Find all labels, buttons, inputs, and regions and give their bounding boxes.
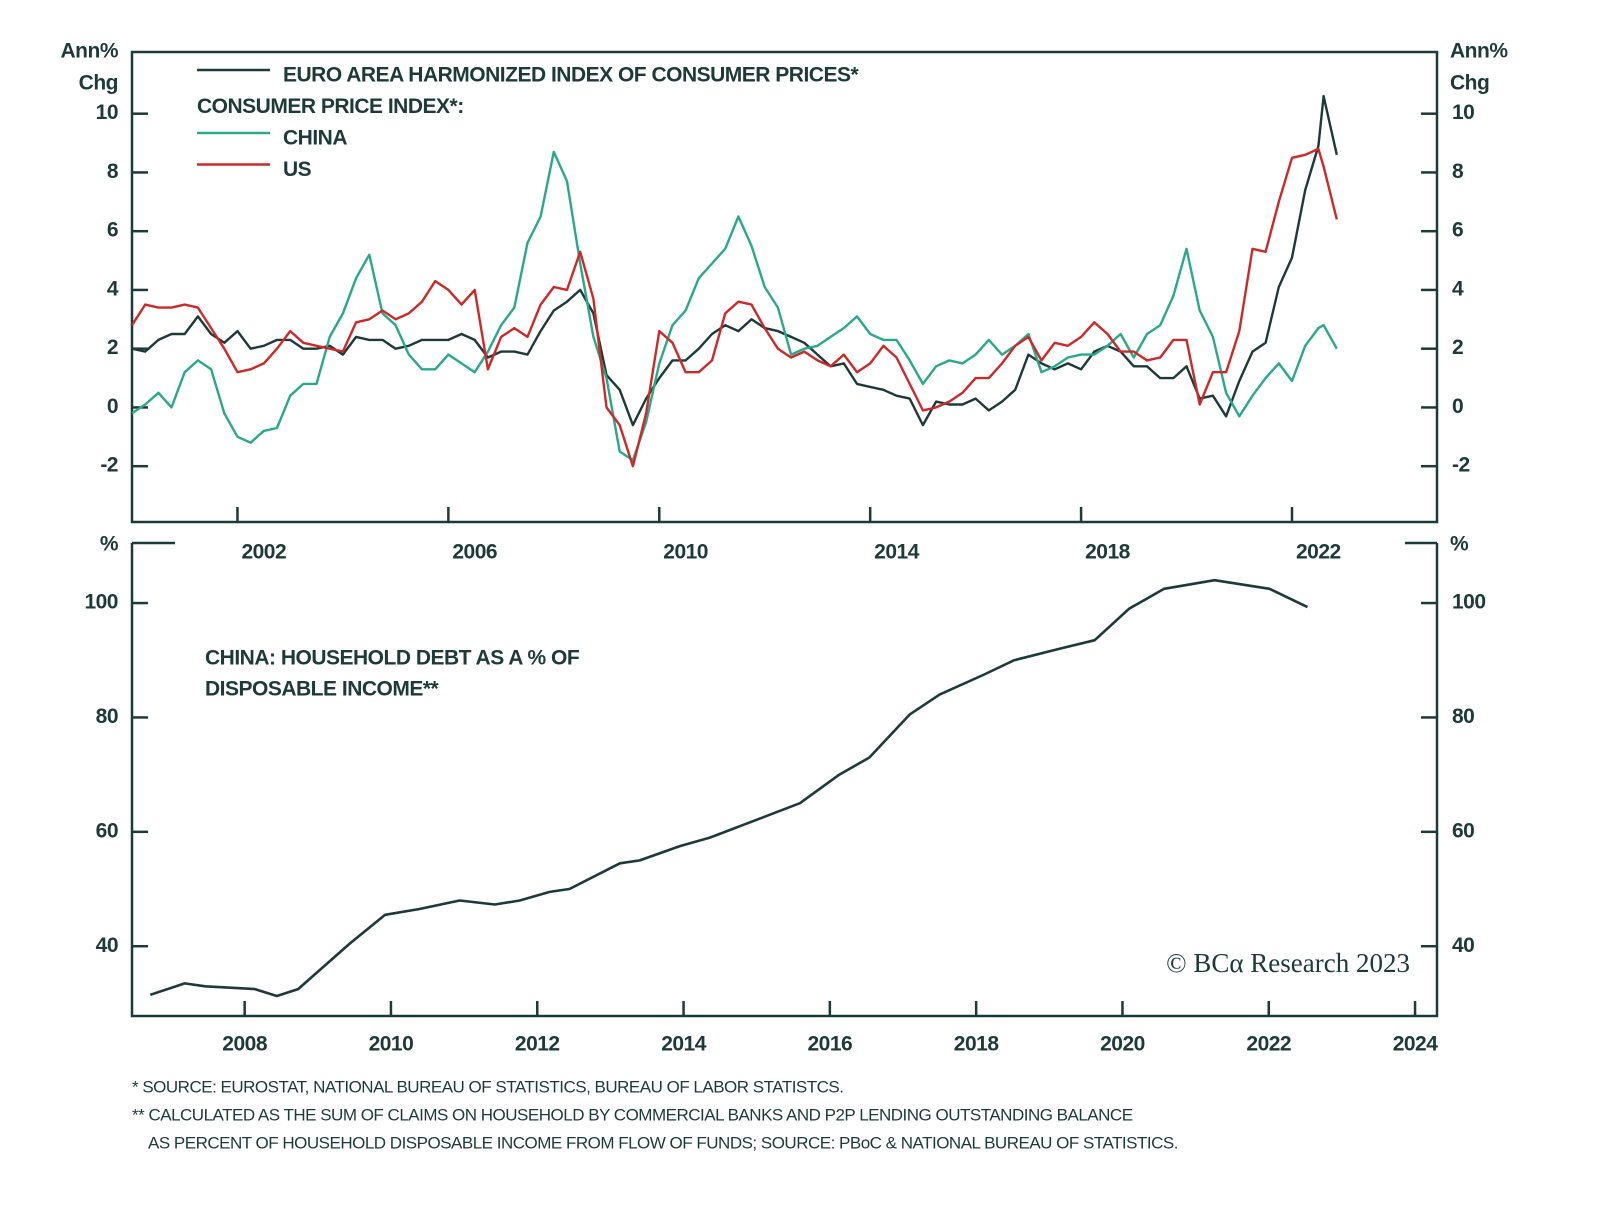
x-tick-label: 2014 xyxy=(874,541,920,564)
y-tick-label: 4 xyxy=(107,277,119,300)
x-tick-label: 2020 xyxy=(1100,1033,1145,1056)
y-tick-label: 8 xyxy=(1452,160,1464,183)
y-tick-label: 40 xyxy=(1452,934,1474,957)
x-tick-label: 2010 xyxy=(663,541,708,564)
credit: © BCα Research 2023 xyxy=(1166,948,1410,978)
footnote: ** CALCULATED AS THE SUM OF CLAIMS ON HO… xyxy=(132,1105,1133,1124)
footnote: * SOURCE: EUROSTAT, NATIONAL BUREAU OF S… xyxy=(132,1077,843,1096)
x-tick-label: 2018 xyxy=(1085,541,1131,564)
x-tick-label: 2016 xyxy=(807,1033,852,1056)
y-tick-label: 0 xyxy=(107,395,118,418)
x-tick-label: 2006 xyxy=(452,541,497,564)
y-tick-label: 40 xyxy=(96,934,118,957)
y-axis-label: Ann% xyxy=(61,40,119,63)
x-tick-label: 2022 xyxy=(1246,1033,1291,1056)
y-tick-label: 2 xyxy=(107,336,118,359)
y-tick-label: 60 xyxy=(96,819,118,842)
y-tick-label: -2 xyxy=(1452,454,1470,477)
line-series xyxy=(149,578,1309,998)
y-tick-label: 2 xyxy=(1452,336,1463,359)
legend-label: EURO AREA HARMONIZED INDEX OF CONSUMER P… xyxy=(283,64,859,87)
line-series xyxy=(130,147,1338,468)
x-tick-label: 2010 xyxy=(369,1033,414,1056)
annotation: CHINA: HOUSEHOLD DEBT AS A % OF xyxy=(205,647,580,670)
y-tick-label: 10 xyxy=(96,101,118,124)
line-series xyxy=(131,150,1338,462)
x-tick-label: 2024 xyxy=(1393,1033,1439,1056)
annotation: DISPOSABLE INCOME** xyxy=(205,678,440,701)
x-tick-label: 2002 xyxy=(241,541,286,564)
x-tick-label: 2008 xyxy=(222,1033,268,1056)
y-tick-label: 6 xyxy=(1452,219,1463,242)
y-tick-label: 100 xyxy=(84,591,118,614)
y-axis-label: % xyxy=(1450,533,1469,556)
x-tick-label: 2018 xyxy=(954,1033,1000,1056)
x-tick-label: 2012 xyxy=(515,1033,560,1056)
y-tick-label: 0 xyxy=(1452,395,1463,418)
y-tick-label: 10 xyxy=(1452,101,1474,124)
x-tick-label: 2014 xyxy=(661,1033,707,1056)
x-tick-label: 2022 xyxy=(1296,541,1341,564)
top-frame xyxy=(130,50,1439,524)
bottom-frame xyxy=(130,541,1439,1018)
y-tick-label: 100 xyxy=(1452,591,1486,614)
legend-label: CHINA xyxy=(283,127,347,150)
y-tick-label: 8 xyxy=(107,160,119,183)
y-tick-label: -2 xyxy=(100,454,118,477)
y-axis-label: % xyxy=(100,533,119,556)
y-tick-label: 80 xyxy=(96,705,118,728)
footnote: AS PERCENT OF HOUSEHOLD DISPOSABLE INCOM… xyxy=(148,1133,1178,1152)
y-axis-label: Chg xyxy=(1450,72,1489,95)
y-tick-label: 80 xyxy=(1452,705,1474,728)
legend-subtitle: CONSUMER PRICE INDEX*: xyxy=(197,95,464,118)
y-axis-label: Chg xyxy=(79,72,118,95)
legend-label: US xyxy=(283,158,312,181)
y-tick-label: 60 xyxy=(1452,819,1474,842)
y-tick-label: 4 xyxy=(1452,277,1464,300)
y-tick-label: 6 xyxy=(107,219,118,242)
y-axis-label: Ann% xyxy=(1450,40,1508,63)
